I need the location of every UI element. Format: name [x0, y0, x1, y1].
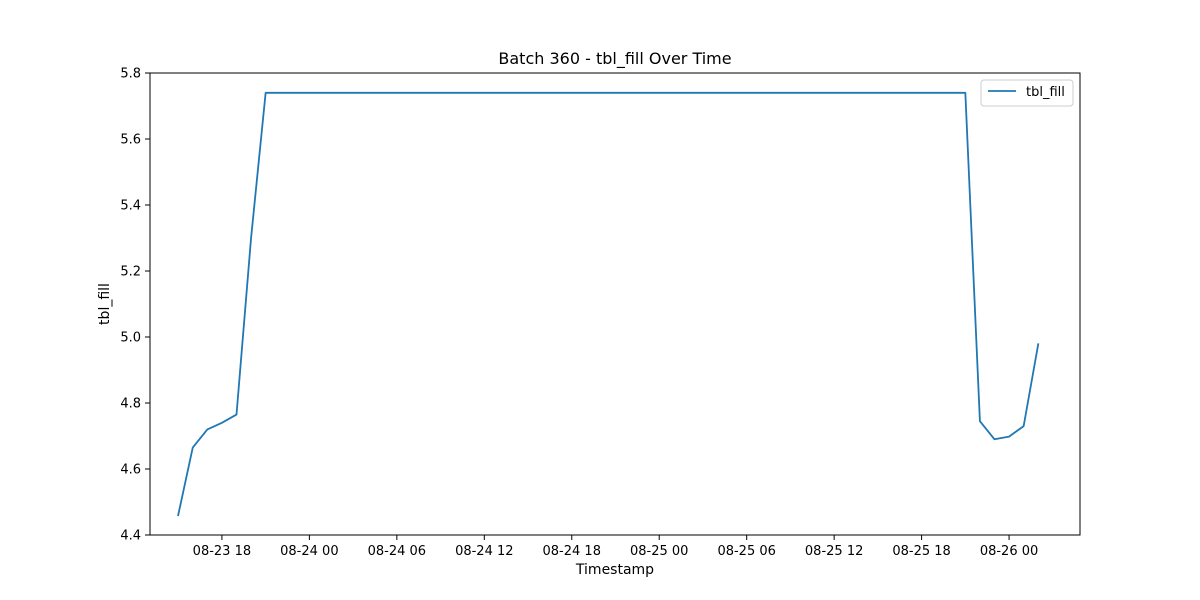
x-tick-label: 08-23 18: [193, 544, 251, 559]
x-tick-label: 08-24 06: [368, 544, 426, 559]
y-tick-label: 5.8: [120, 67, 141, 82]
y-tick-label: 5.0: [120, 331, 141, 346]
legend-label-tbl-fill: tbl_fill: [1026, 85, 1065, 100]
legend-box: [980, 79, 1074, 107]
x-tick-label: 08-24 00: [280, 544, 338, 559]
y-tick-label: 5.6: [120, 133, 141, 148]
series-layer: [177, 91, 1040, 517]
series-line-tbl-fill: [177, 91, 1040, 517]
y-axis-label: tbl_fill: [97, 283, 113, 325]
y-tick-label: 4.4: [120, 529, 141, 544]
x-tick-label: 08-25 00: [630, 544, 688, 559]
x-axis-ticks: 08-23 18 08-24 00 08-24 06 08-24 12 08-24 18…: [193, 535, 1038, 559]
y-tick-label: 5.4: [120, 199, 141, 214]
x-tick-label: 08-25 12: [805, 544, 863, 559]
x-tick-label: 08-24 12: [455, 544, 513, 559]
legend: tbl_fill: [980, 79, 1074, 107]
chart-title: Batch 360 - tbl_fill Over Time: [498, 49, 731, 69]
plot-frame: [149, 72, 1081, 536]
y-axis-ticks: 4.4 4.6 4.8 5.0 5.2 5.4 5.6 5.8: [120, 67, 150, 544]
y-tick-label: 5.2: [120, 265, 141, 280]
x-tick-label: 08-25 06: [717, 544, 775, 559]
y-tick-label: 4.8: [120, 397, 141, 412]
x-tick-label: 08-24 18: [543, 544, 601, 559]
x-tick-label: 08-25 18: [892, 544, 950, 559]
x-axis-label: Timestamp: [575, 562, 654, 578]
y-tick-label: 4.6: [120, 463, 141, 478]
x-tick-label: 08-26 00: [980, 544, 1038, 559]
